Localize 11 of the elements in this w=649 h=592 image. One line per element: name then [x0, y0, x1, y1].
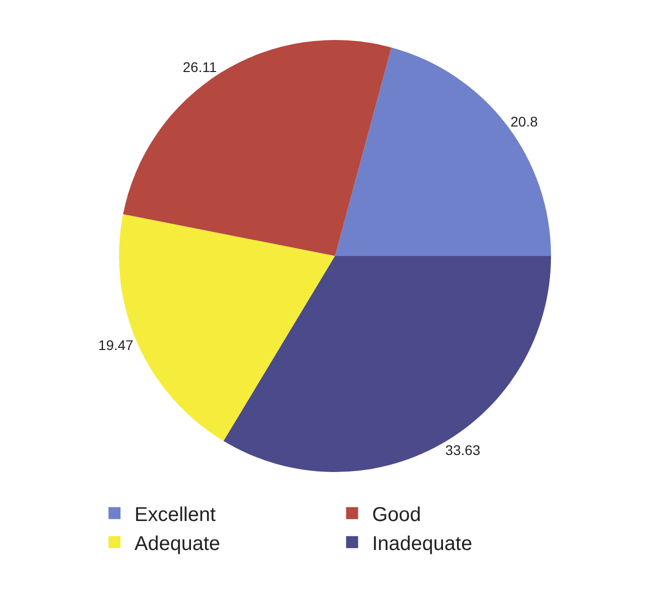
pie-slice [335, 47, 551, 256]
data-label: 19.47 [98, 336, 134, 353]
pie-slice [123, 40, 392, 256]
data-label: 33.63 [445, 442, 481, 458]
legend-label: Excellent [134, 504, 216, 526]
legend-label: Good [372, 504, 422, 526]
pie-slice [224, 256, 551, 472]
legend-label: Adequate [134, 532, 220, 555]
data-label: 20.8 [510, 114, 538, 130]
data-label: 26.11 [182, 58, 217, 75]
legend-label: Inadequate [372, 532, 472, 555]
